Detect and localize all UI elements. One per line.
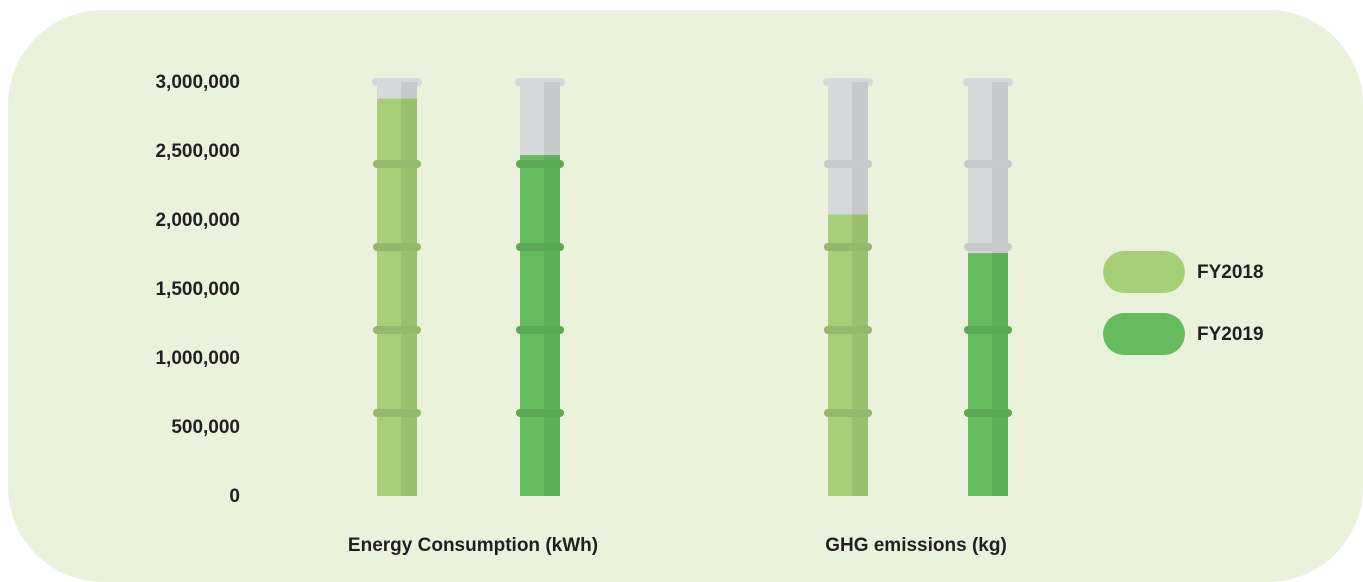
x-tick-label: GHG emissions (kg) <box>825 535 1007 556</box>
bamboo-node-shade <box>964 160 1012 168</box>
bamboo-node <box>824 326 872 334</box>
chart-background <box>8 10 1363 582</box>
bamboo-node-shade <box>516 326 564 334</box>
bamboo-node <box>373 326 421 334</box>
bamboo-detail <box>516 155 564 496</box>
bamboo-stripe <box>992 253 1008 496</box>
bamboo-detail <box>964 253 1012 496</box>
bamboo-node <box>516 243 564 251</box>
bamboo-node-shade <box>964 409 1012 417</box>
legend-label: FY2018 <box>1197 262 1264 283</box>
bamboo-node <box>964 326 1012 334</box>
bamboo-stripe <box>852 214 868 496</box>
bamboo-node-shade <box>516 243 564 251</box>
bamboo-node <box>373 409 421 417</box>
y-tick-label: 1,500,000 <box>155 279 240 300</box>
bamboo-node-shade <box>964 326 1012 334</box>
bamboo-node-shade <box>373 409 421 417</box>
bamboo-node <box>964 243 1012 251</box>
bamboo-node <box>824 409 872 417</box>
bamboo-node <box>516 160 564 168</box>
y-tick-label: 1,000,000 <box>155 348 240 369</box>
bar <box>828 214 868 497</box>
bamboo-node-shade <box>373 326 421 334</box>
bamboo-node <box>824 160 872 168</box>
bamboo-node-shade <box>373 160 421 168</box>
bamboo-node <box>824 243 872 251</box>
legend-swatch <box>1103 313 1185 355</box>
bamboo-node-shade <box>373 243 421 251</box>
bamboo-node-shade <box>824 409 872 417</box>
bamboo-node-shade <box>964 243 1012 251</box>
bamboo-node <box>964 160 1012 168</box>
y-tick-label: 3,000,000 <box>155 72 240 93</box>
bamboo-node-shade <box>824 326 872 334</box>
bamboo-node-shade <box>824 243 872 251</box>
bamboo-node <box>373 160 421 168</box>
bamboo-node-shade <box>824 160 872 168</box>
bamboo-node <box>373 243 421 251</box>
legend-swatch <box>1103 251 1185 293</box>
y-tick-label: 0 <box>229 486 240 507</box>
bamboo-detail <box>824 214 872 496</box>
x-tick-label: Energy Consumption (kWh) <box>348 535 598 556</box>
y-tick-label: 500,000 <box>171 417 240 438</box>
bamboo-stripe <box>401 98 417 496</box>
y-tick-label: 2,500,000 <box>155 141 240 162</box>
bamboo-node <box>516 409 564 417</box>
bamboo-node-shade <box>516 160 564 168</box>
bar <box>520 155 560 496</box>
bamboo-node-shade <box>516 409 564 417</box>
bamboo-node <box>964 409 1012 417</box>
legend-label: FY2019 <box>1197 324 1264 345</box>
y-tick-label: 2,000,000 <box>155 210 240 231</box>
bamboo-node <box>516 326 564 334</box>
bar <box>968 253 1008 496</box>
bamboo-detail <box>373 98 421 496</box>
